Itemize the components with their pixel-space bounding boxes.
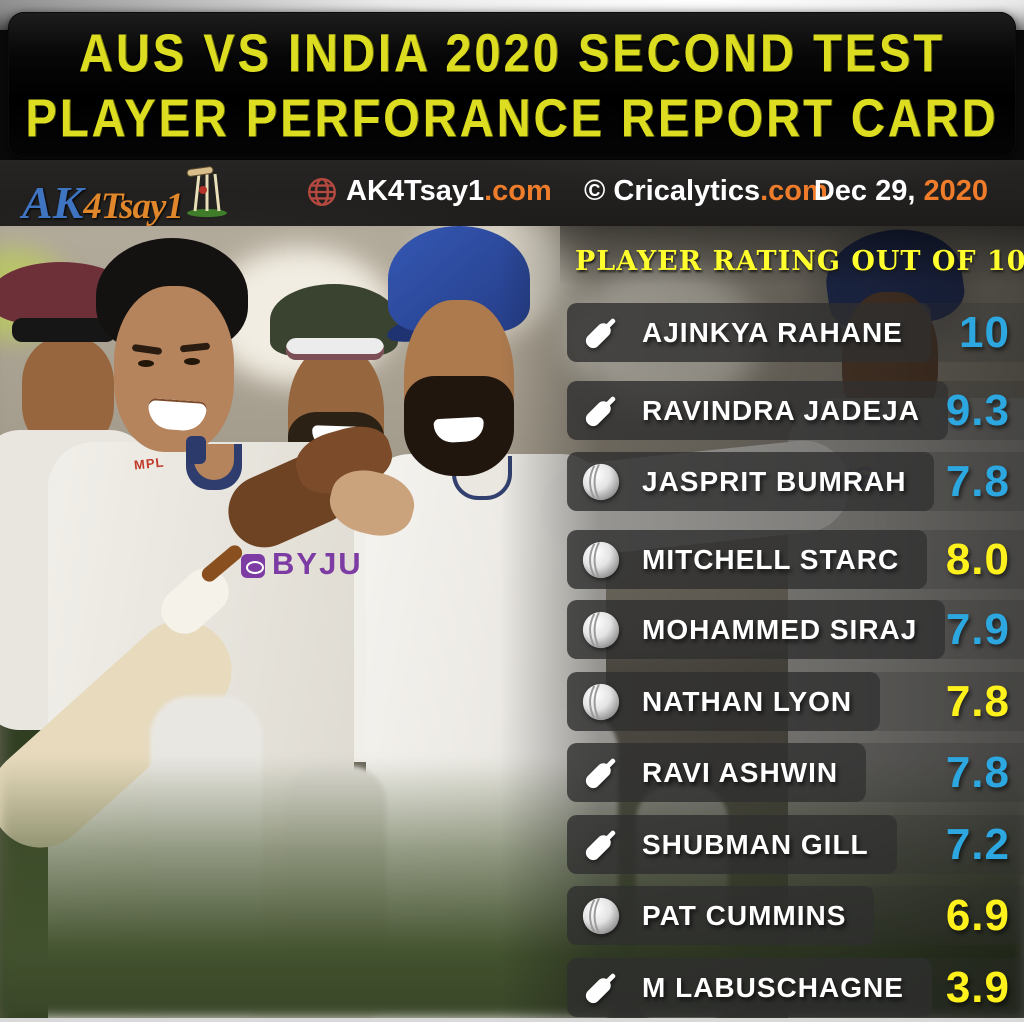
player-pill: M LABUSCHAGNE	[567, 958, 932, 1017]
logo-text-primary: AK	[22, 177, 84, 228]
ball-icon	[580, 895, 622, 937]
player-row: M LABUSCHAGNE 3.9	[567, 958, 1024, 1017]
ball-icon	[580, 681, 622, 723]
copyright-site-tld: .com	[760, 175, 828, 207]
player-rating: 10	[959, 308, 1010, 357]
player-pill: MOHAMMED SIRAJ	[567, 600, 946, 659]
bat-icon	[580, 967, 622, 1009]
player-rating: 3.9	[945, 963, 1010, 1012]
player-rating: 7.8	[945, 457, 1010, 506]
top-right-shadow	[560, 226, 1024, 286]
title-line-2: PLAYER PERFORANCE REPORT CARD	[25, 87, 999, 148]
player-pill: SHUBMAN GILL	[567, 815, 897, 874]
player-rating: 7.2	[945, 820, 1010, 869]
player-row: NATHAN LYON 7.8	[567, 672, 1024, 731]
player-pill: NATHAN LYON	[567, 672, 881, 731]
logo-text-secondary: 4Tsay1	[83, 186, 184, 227]
title-line-1: AUS VS INDIA 2020 SECOND TEST	[78, 22, 946, 83]
player-name: MITCHELL STARC	[642, 543, 900, 575]
site-name: AK4Tsay1.com	[346, 175, 552, 207]
player-name: MOHAMMED SIRAJ	[642, 613, 918, 645]
ball-icon	[580, 461, 622, 503]
player-name: AJINKYA RAHANE	[642, 316, 903, 348]
bat-icon	[580, 752, 622, 794]
player-pill: AJINKYA RAHANE	[567, 303, 931, 362]
player-row: SHUBMAN GILL 7.2	[567, 815, 1024, 874]
ball-icon	[580, 609, 622, 651]
player-rating: 7.9	[945, 605, 1010, 654]
player-rating: 6.9	[945, 891, 1010, 940]
player-row: AJINKYA RAHANE 10	[567, 303, 1024, 362]
player-pill: JASPRIT BUMRAH	[567, 452, 935, 511]
player-row: MOHAMMED SIRAJ 7.9	[567, 600, 1024, 659]
copyright-site-name: © Cricalytics	[584, 175, 761, 207]
site-url-cricalytics: © Cricalytics .com	[584, 175, 828, 208]
site-tld: .com	[484, 175, 552, 207]
site-logo: AK 4Tsay1	[22, 166, 229, 229]
player-rating: 9.3	[945, 386, 1010, 435]
date-text: Dec 29,	[813, 175, 916, 207]
ratings-heading: PLAYER RATING OUT OF 10	[575, 246, 1024, 277]
player-rating: 7.8	[945, 677, 1010, 726]
player-row: RAVINDRA JADEJA 9.3	[567, 381, 1024, 440]
player-pill: RAVI ASHWIN	[567, 743, 867, 802]
publish-date: Dec 29, 2020	[814, 175, 988, 208]
date-year: 2020	[923, 175, 988, 207]
player-pill: PAT CUMMINS	[567, 886, 875, 945]
bottom-border-strip	[0, 1018, 1024, 1022]
title-banner: AUS VS INDIA 2020 SECOND TEST PLAYER PER…	[8, 12, 1016, 158]
bat-icon	[580, 312, 622, 354]
site-url-ak4tsay1: AK4Tsay1.com	[306, 175, 552, 208]
player-name: RAVINDRA JADEJA	[642, 394, 920, 426]
player-rating: 7.8	[945, 748, 1010, 797]
player-pill: MITCHELL STARC	[567, 530, 928, 589]
globe-icon	[306, 176, 338, 208]
player-row: JASPRIT BUMRAH 7.8	[567, 452, 1024, 511]
player-name: RAVI ASHWIN	[642, 756, 839, 788]
player-name: PAT CUMMINS	[642, 899, 847, 931]
player-name: M LABUSCHAGNE	[642, 971, 904, 1003]
bat-icon	[580, 390, 622, 432]
player-rating: 8.0	[945, 535, 1010, 584]
player-name: NATHAN LYON	[642, 685, 853, 717]
player-pill: RAVINDRA JADEJA	[567, 381, 948, 440]
player-name: JASPRIT BUMRAH	[642, 465, 907, 497]
team-celebration-photo: 'S MPL MPL MPL BYJU	[0, 226, 1024, 1018]
player-row: MITCHELL STARC 8.0	[567, 530, 1024, 589]
bat-and-stumps-icon	[185, 166, 229, 218]
player-name: SHUBMAN GILL	[642, 828, 869, 860]
ball-icon	[580, 539, 622, 581]
header-bar: AK 4Tsay1 AK4Tsay1.com	[0, 160, 1024, 229]
player-row: RAVI ASHWIN 7.8	[567, 743, 1024, 802]
bat-icon	[580, 824, 622, 866]
player-row: PAT CUMMINS 6.9	[567, 886, 1024, 945]
